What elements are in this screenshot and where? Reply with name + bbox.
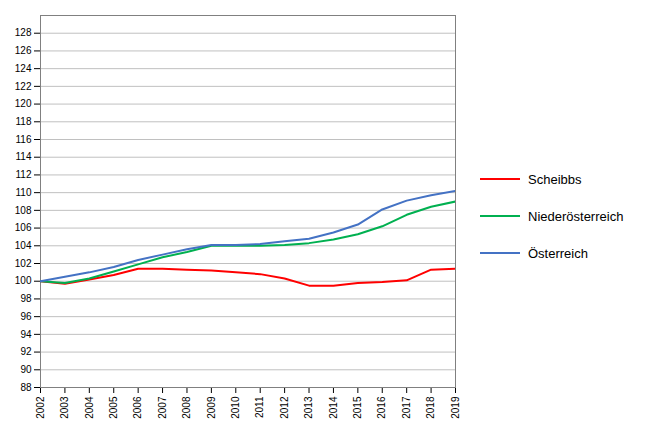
svg-text:2004: 2004	[84, 396, 95, 419]
html-text:Niederösterreich: Niederösterreich	[528, 208, 624, 224]
svg-text:96: 96	[20, 311, 32, 322]
svg-text:2017: 2017	[401, 396, 412, 419]
svg-text:128: 128	[15, 27, 32, 38]
svg-text:2006: 2006	[132, 396, 143, 419]
svg-text:94: 94	[20, 329, 32, 340]
svg-text:2018: 2018	[425, 396, 436, 419]
svg-text:2007: 2007	[157, 396, 168, 419]
svg-text:2019: 2019	[450, 396, 461, 419]
svg-text:106: 106	[15, 222, 32, 233]
svg-text:102: 102	[15, 258, 32, 269]
svg-text:2010: 2010	[230, 396, 241, 419]
svg-text:88: 88	[20, 382, 32, 393]
svg-text:90: 90	[20, 364, 32, 375]
svg-text:120: 120	[15, 98, 32, 109]
svg-text:2005: 2005	[108, 396, 119, 419]
svg-text:110: 110	[16, 187, 32, 198]
svg-text:112: 112	[16, 169, 32, 180]
svg-text:98: 98	[20, 293, 32, 304]
svg-text:2003: 2003	[59, 396, 70, 419]
svg-text:116: 116	[16, 134, 32, 145]
svg-text:126: 126	[15, 45, 32, 56]
svg-text:2009: 2009	[206, 396, 217, 419]
svg-text:100: 100	[15, 275, 32, 286]
svg-text:2014: 2014	[328, 396, 339, 419]
svg-text:104: 104	[15, 240, 32, 251]
svg-text:2011: 2011	[254, 396, 265, 418]
svg-text:2016: 2016	[376, 396, 387, 419]
svg-text:92: 92	[20, 346, 32, 357]
svg-text:2002: 2002	[35, 396, 46, 419]
svg-text:2015: 2015	[352, 396, 363, 419]
svg-text:2013: 2013	[303, 396, 314, 419]
svg-text:2012: 2012	[279, 396, 290, 419]
html-text:Scheibbs: Scheibbs	[528, 171, 582, 187]
svg-text:2008: 2008	[181, 396, 192, 419]
svg-text:122: 122	[15, 81, 32, 92]
html-text:Österreich: Österreich	[528, 245, 588, 261]
svg-text:114: 114	[16, 151, 32, 162]
svg-text:108: 108	[15, 205, 32, 216]
svg-text:118: 118	[16, 116, 32, 127]
svg-text:124: 124	[15, 63, 32, 74]
